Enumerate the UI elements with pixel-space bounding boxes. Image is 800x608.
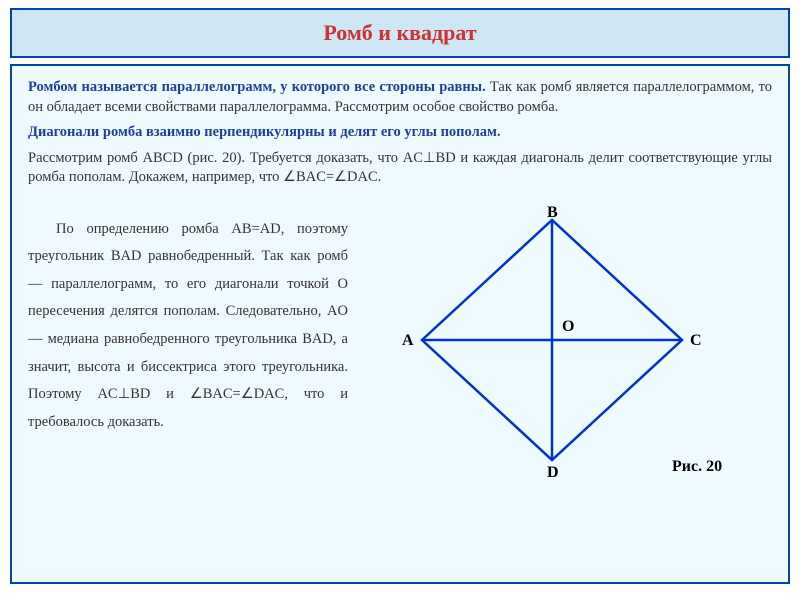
task-paragraph: Рассмотрим ромб ABCD (рис. 20). Требуетс… — [28, 149, 772, 188]
proof-and-figure-row: По определению ромба AB=AD, поэтому треу… — [28, 200, 772, 436]
proof-paragraph: По определению ромба AB=AD, поэтому треу… — [28, 200, 348, 436]
page-title: Ромб и квадрат — [12, 20, 788, 46]
vertex-label-d: D — [547, 464, 559, 482]
vertex-label-c: C — [690, 332, 702, 350]
figure-container: A B C D O Рис. 20 — [372, 200, 772, 436]
title-panel: Ромб и квадрат — [10, 8, 790, 58]
vertex-label-b: B — [547, 204, 558, 222]
intro-definition: Ромбом называется параллелограмм, у кото… — [28, 79, 486, 95]
vertex-label-a: A — [402, 332, 414, 350]
center-label-o: O — [562, 318, 574, 336]
intro-paragraph: Ромбом называется параллелограмм, у кото… — [28, 78, 772, 117]
property-statement: Диагонали ромба взаимно перпендикулярны … — [28, 123, 772, 143]
figure-caption: Рис. 20 — [672, 458, 722, 476]
content-panel: Ромбом называется параллелограмм, у кото… — [10, 64, 790, 584]
